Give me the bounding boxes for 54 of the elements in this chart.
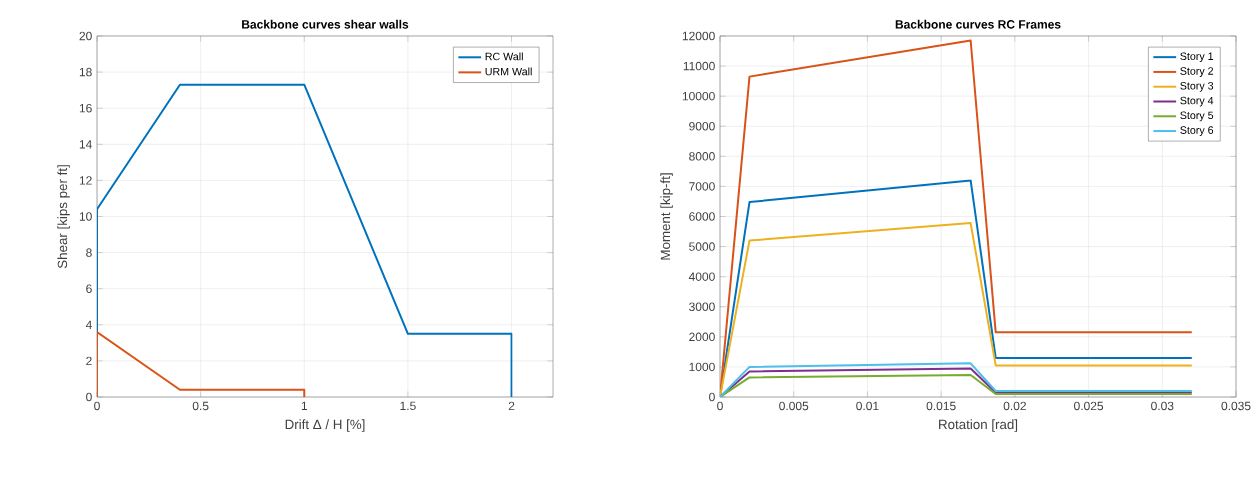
legend-label: URM Wall <box>485 67 532 76</box>
x-tick-label: 0 <box>717 401 723 411</box>
x-tick-label: 0.03 <box>1151 401 1174 411</box>
y-tick-label: 11000 <box>683 61 715 71</box>
x-tick-label: 0.035 <box>1221 401 1251 411</box>
y-tick-label: 9000 <box>689 122 715 131</box>
y-tick-label: 5000 <box>689 242 715 251</box>
x-tick-label: 2 <box>508 401 515 411</box>
y-tick-label: 10 <box>79 212 92 221</box>
y-tick-label: 0 <box>86 392 92 402</box>
y-tick-label: 16 <box>79 103 92 113</box>
legend-label: RC Wall <box>485 52 523 61</box>
y-axis-title: Moment [kip-ft] <box>660 173 673 260</box>
chart-title: Backbone curves shear walls <box>242 19 409 29</box>
legend-label: Story 3 <box>1180 81 1214 92</box>
line-series <box>720 374 1193 397</box>
x-tick-label: 0.01 <box>856 401 879 411</box>
y-tick-label: 12 <box>79 176 92 185</box>
y-tick-label: 14 <box>79 140 92 149</box>
y-tick-label: 4000 <box>688 272 715 281</box>
y-tick-label: 20 <box>79 31 92 41</box>
y-tick-label: 4 <box>85 320 92 329</box>
x-tick-label: 0 <box>94 401 100 411</box>
line-series <box>97 83 513 397</box>
y-tick-label: 18 <box>79 67 92 77</box>
y-tick-label: 6 <box>86 284 92 293</box>
legend-label: Story 4 <box>1180 96 1214 107</box>
legend-label: Story 1 <box>1180 52 1214 63</box>
y-tick-label: 7000 <box>689 182 715 191</box>
x-tick-label: 1.5 <box>400 401 416 411</box>
x-tick-label: 0.025 <box>1074 401 1104 411</box>
chart-title: Backbone curves RC Frames <box>895 19 1061 29</box>
y-tick-label: 0 <box>709 392 715 402</box>
y-tick-label: 3000 <box>689 302 715 312</box>
y-tick-label: 8 <box>86 248 92 257</box>
legend-label: Story 2 <box>1180 67 1214 77</box>
legend-label: Story 6 <box>1180 126 1214 136</box>
line-series <box>720 222 1193 397</box>
y-tick-label: 2000 <box>689 332 715 342</box>
x-tick-label: 0.02 <box>1003 401 1026 411</box>
x-tick-label: 1 <box>301 401 308 410</box>
legend-label: Story 5 <box>1180 111 1214 122</box>
y-axis-title: Shear [kips per ft] <box>57 165 70 269</box>
y-tick-label: 1000 <box>689 362 715 372</box>
x-tick-label: 0.015 <box>926 401 956 411</box>
y-tick-label: 6000 <box>689 212 715 221</box>
y-tick-label: 2 <box>86 356 92 366</box>
x-axis-title: Rotation [rad] <box>939 419 1018 432</box>
y-tick-label: 12000 <box>682 31 715 41</box>
y-tick-label: 8000 <box>689 152 715 161</box>
x-tick-label: 0.005 <box>779 401 809 411</box>
x-tick-label: 0.5 <box>192 401 209 411</box>
x-axis-title: Drift Δ / H [%] <box>285 419 365 432</box>
y-tick-label: 10000 <box>682 91 715 101</box>
